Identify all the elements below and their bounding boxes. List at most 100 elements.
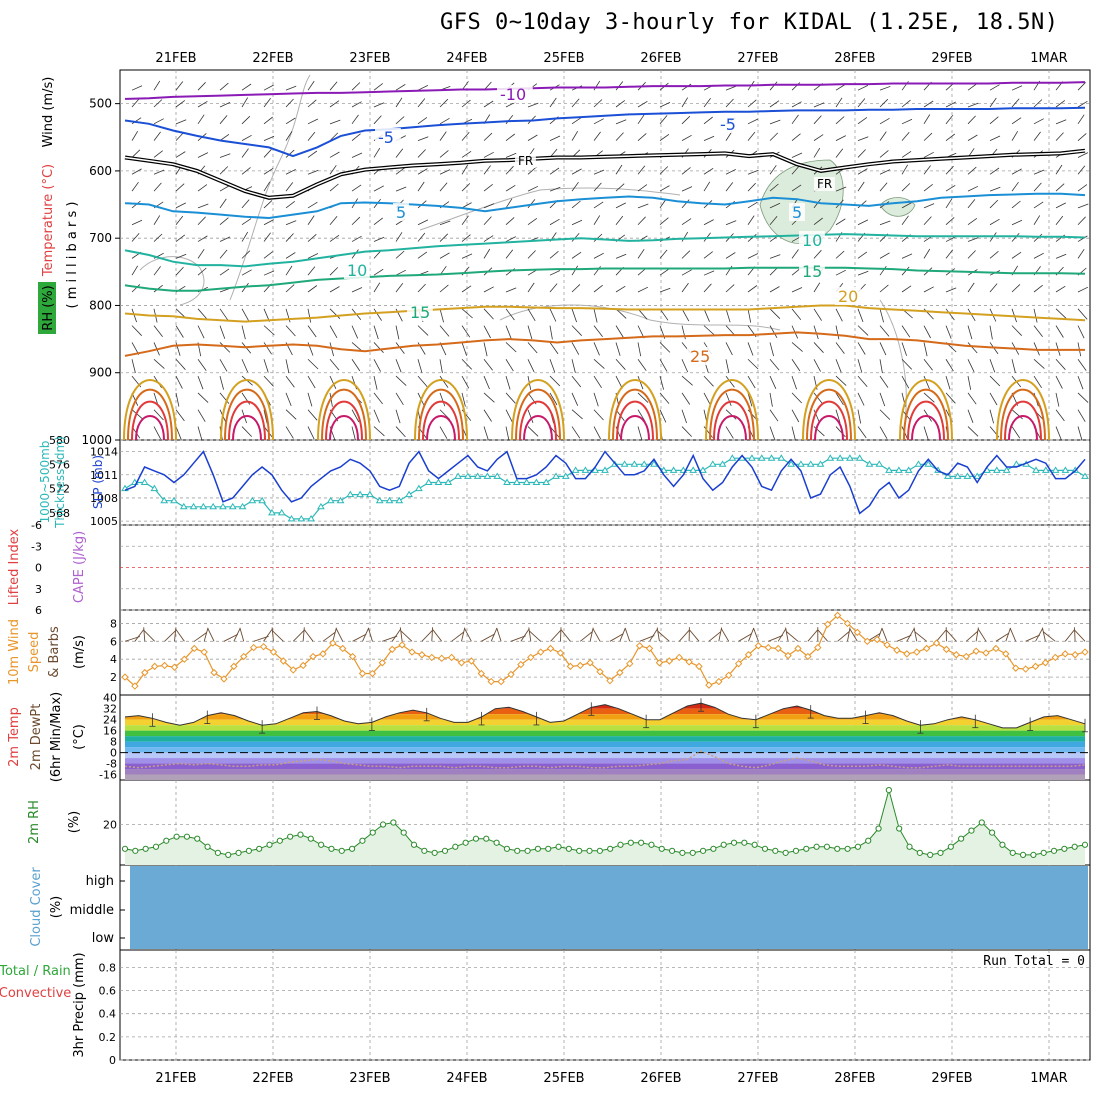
wind-barb	[659, 287, 671, 293]
rh-point	[968, 827, 975, 834]
axis-label-barbs: & Barbs	[47, 626, 62, 678]
wind-barb	[1077, 325, 1085, 339]
wind-barb	[483, 359, 493, 371]
wind-speed-point	[170, 663, 179, 671]
rh-point	[483, 835, 490, 842]
rh-point	[865, 837, 872, 844]
rh-point	[896, 825, 903, 832]
rh-point	[741, 839, 748, 846]
wind-barb	[813, 217, 823, 226]
wind-speed-point	[220, 675, 228, 683]
wind-barb	[1077, 359, 1087, 371]
wind-barb	[395, 392, 404, 406]
isotherm-low-level	[802, 379, 856, 441]
wind-barb	[571, 308, 577, 323]
wind-barb	[879, 131, 887, 141]
wind-barb	[373, 236, 385, 242]
rh-point	[287, 833, 294, 840]
wind-barb	[439, 220, 451, 226]
wind-barb	[439, 392, 446, 407]
wind-barb	[263, 375, 274, 387]
wind-barb	[505, 287, 517, 293]
wind-barb	[395, 250, 405, 259]
wind-barb	[307, 285, 318, 293]
wind-barb	[241, 231, 249, 242]
rh-point	[441, 847, 449, 854]
wind-barb	[945, 198, 953, 209]
wind-barb-10m	[847, 627, 851, 642]
thickness-point	[473, 472, 482, 479]
wind-barb	[197, 184, 208, 192]
rh-point	[524, 847, 531, 854]
wind-barb-10m	[335, 628, 344, 642]
rh-point	[194, 835, 201, 842]
wind-barb	[725, 168, 736, 175]
wind-barb	[153, 215, 161, 225]
rh-point	[1009, 849, 1016, 856]
wind-barb	[659, 359, 668, 372]
wind-barb	[285, 325, 296, 337]
wind-barb	[791, 342, 803, 352]
rh-point	[699, 847, 707, 854]
rh-point	[1071, 843, 1078, 850]
thickness-point	[326, 496, 335, 504]
thickness-point	[503, 478, 511, 485]
thickness-point	[1041, 466, 1050, 473]
isotherm-low-level	[616, 400, 654, 441]
wind-barb	[1033, 375, 1042, 389]
wind-barb	[131, 149, 141, 158]
wind-barb	[769, 254, 781, 259]
wind-barb	[219, 308, 229, 321]
wind-barb	[857, 181, 865, 192]
wind-speed-point	[952, 651, 961, 659]
wind-barb	[1033, 215, 1041, 225]
wind-barb-10m	[1035, 628, 1043, 642]
wind-speed-point	[497, 677, 505, 686]
wind-barb	[615, 100, 626, 108]
wind-barb-10m	[164, 630, 176, 642]
thickness-point	[483, 472, 492, 479]
date-label-bottom: 23FEB	[349, 1071, 390, 1086]
isotherm-low-level	[1000, 388, 1046, 441]
wind-barb	[439, 359, 443, 374]
wind-barb	[791, 82, 801, 91]
isotherm-label: 20	[838, 287, 858, 306]
axis-label-cloud-cover: Cloud Cover	[29, 867, 44, 947]
rh-point	[369, 829, 376, 836]
wind-barb	[879, 182, 888, 192]
pressure-tick-label: 1000	[81, 433, 112, 447]
temp-color-band	[125, 703, 1085, 704]
wind-barb	[923, 100, 934, 108]
wind-barb	[769, 342, 774, 357]
wind-barb-10m	[785, 627, 789, 642]
wind-barb	[989, 375, 1001, 387]
thickness-point	[1051, 466, 1060, 473]
wind-barb	[769, 81, 778, 91]
wind-barb	[351, 114, 359, 125]
wind-barb	[131, 232, 140, 242]
wind-barb	[747, 375, 756, 389]
isotherm-label: -10	[500, 85, 526, 104]
thickness-point	[777, 454, 786, 461]
wind-speed-point	[675, 653, 683, 662]
wind-barb	[241, 115, 251, 125]
wind-barb	[175, 325, 184, 338]
wind-speed-point	[437, 654, 446, 663]
wind-barb	[241, 269, 252, 276]
wind-barb	[263, 116, 273, 125]
wind-barb	[395, 426, 406, 438]
rh-point	[885, 787, 892, 794]
wind-barb	[439, 284, 449, 293]
thickness-tick-label: 572	[49, 483, 70, 496]
wind-barb	[945, 359, 954, 372]
thickness-point	[885, 466, 893, 473]
wind-barb	[637, 375, 644, 390]
wind-barb	[769, 426, 776, 440]
thickness-point	[493, 472, 502, 479]
pressure-tick-label: 600	[89, 164, 112, 178]
wind-barb	[219, 236, 231, 242]
slp-tick-label: 1005	[90, 515, 118, 528]
wind-barb	[901, 99, 911, 108]
wind-barb-10m	[657, 631, 670, 642]
wind-speed-point	[804, 652, 812, 661]
